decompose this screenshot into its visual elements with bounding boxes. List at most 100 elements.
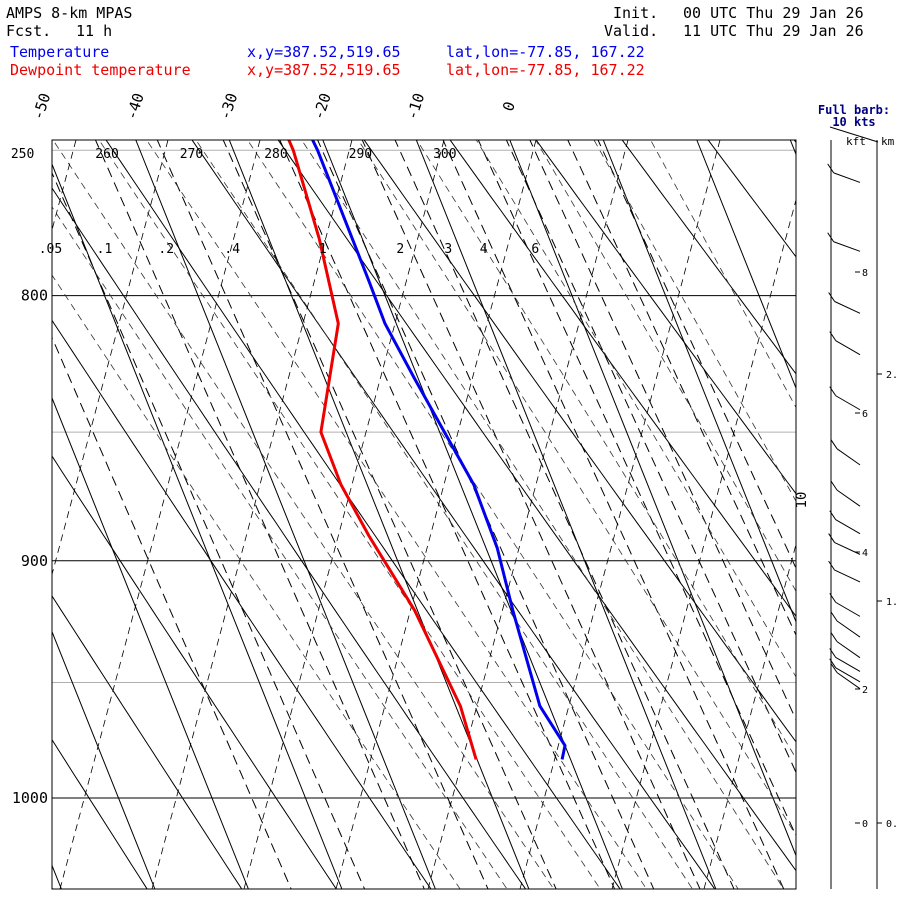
wind-barb-flag	[829, 386, 837, 397]
wind-barb-flag	[829, 658, 837, 669]
kft-tick-label: 6	[862, 409, 868, 420]
init-time: 00 UTC Thu 29 Jan 26	[683, 4, 864, 22]
isotherm-line	[884, 140, 900, 889]
mixing-ratio-line	[529, 140, 796, 721]
init-label: Init.	[613, 4, 659, 22]
moist-adiabat-line	[416, 140, 796, 760]
guide-line	[59, 140, 261, 889]
legend-temperature-xy: x,y=387.52,519.65	[247, 43, 401, 61]
mixing-ratio-label: 6	[531, 242, 539, 257]
isotherm-line	[602, 140, 796, 624]
dry-adiabat-line	[52, 887, 54, 889]
sounding-series	[287, 140, 567, 760]
guide-line	[335, 140, 537, 889]
guide-line	[795, 887, 796, 889]
isotherm-line	[322, 140, 623, 889]
wind-barb-shaft	[834, 542, 861, 555]
mixing-ratio-label: 1	[319, 242, 327, 257]
mixing-ratio-label: .05	[39, 242, 62, 257]
wind-barb-shaft	[836, 620, 861, 638]
moist-adiabat-line	[98, 140, 601, 889]
guide-line	[427, 140, 629, 889]
wind-barb-shaft	[835, 340, 861, 356]
isotherm-line	[415, 140, 717, 889]
dewpoint-profile-line	[287, 140, 478, 760]
guide-line	[703, 542, 796, 889]
theta-label: 260	[95, 147, 118, 162]
theta-label: 270	[180, 147, 203, 162]
isotherm-line	[696, 140, 796, 390]
barb-title-line2: 10 kts	[832, 115, 875, 129]
guide-line	[151, 140, 353, 889]
mixing-ratio-line	[477, 140, 796, 837]
wind-barb-flag	[830, 480, 838, 491]
legend-dewpoint-xy: x,y=387.52,519.65	[247, 61, 401, 79]
wind-barb-shaft	[835, 601, 861, 617]
wind-barb-panel: Full barb: 10 kts kft km 8 6 4 2 0 2. 1. 0.	[818, 103, 898, 889]
km-axis-label: km	[881, 135, 895, 148]
mixing-ratio-label: 3	[444, 242, 452, 257]
dry-adiabat-line	[277, 140, 796, 872]
wind-barb-shaft	[834, 569, 861, 583]
moist-adiabat-line	[357, 140, 796, 837]
wind-barb-shaft	[836, 448, 861, 466]
pressure-tick-label: 1000	[12, 789, 48, 807]
wind-barb-flag	[830, 632, 838, 642]
theta-label: 290	[349, 147, 372, 162]
legend-dewpoint-label: Dewpoint temperature	[10, 61, 191, 79]
dry-adiabat-line	[191, 140, 716, 889]
wind-barb-flag	[828, 533, 836, 543]
moist-adiabat-line	[593, 140, 796, 503]
model-title: AMPS 8-km MPAS	[6, 4, 133, 22]
mixing-ratio-line	[52, 171, 366, 889]
moist-adiabat-line	[52, 274, 461, 889]
mixing-ratio-line	[505, 140, 796, 774]
plot-frame	[51, 139, 797, 890]
isotherm-line	[52, 162, 343, 889]
wind-barb-shaft	[836, 641, 861, 659]
moist-adiabat-line	[146, 140, 647, 889]
mixing-ratio-line	[156, 140, 489, 889]
km-tick-label: 0.	[886, 819, 898, 830]
isotherm-line	[509, 140, 796, 857]
barb-example-shaft	[829, 126, 879, 143]
theta-label: 280	[264, 147, 287, 162]
forecast-label: Fcst.	[6, 22, 52, 40]
wind-barb-flag	[830, 663, 838, 673]
dry-adiabat-line	[52, 187, 527, 889]
moist-adiabat-line	[52, 206, 508, 889]
moist-adiabat-line	[195, 140, 693, 889]
dry-adiabat-line	[621, 140, 796, 375]
kft-tick-label: 4	[862, 548, 868, 559]
moist-adiabat-line	[301, 140, 785, 889]
wind-barb-shaft	[833, 241, 861, 252]
guide-line	[611, 198, 796, 889]
dry-adiabat-line	[363, 140, 796, 743]
mixing-ratio-line	[361, 140, 701, 889]
guide-line	[519, 140, 721, 889]
wind-barb-shaft	[836, 489, 861, 507]
mixing-ratio-label: .1	[97, 242, 113, 257]
moist-adiabat-line	[247, 140, 739, 889]
isotherm-label: -10	[403, 91, 428, 122]
mixing-ratio-line	[394, 140, 735, 889]
theta-label: 300	[433, 147, 456, 162]
kft-tick-label: 2	[862, 685, 868, 696]
barb-title-line1: Full barb:	[818, 103, 890, 117]
legend-temperature-label: Temperature	[10, 43, 110, 61]
mixing-ratio-line	[597, 140, 796, 570]
wind-barb-flag	[828, 560, 836, 571]
isotherm-label: 0	[499, 99, 519, 113]
guide-line	[888, 140, 900, 889]
wind-barb-flag	[830, 439, 838, 450]
isotherm-line	[52, 630, 156, 889]
wind-barb-shaft	[835, 395, 861, 411]
wind-barb-flag	[829, 510, 837, 521]
mixing-ratio-line	[52, 336, 292, 889]
mixing-ratio-label: 4	[480, 242, 488, 257]
temperature-profile-line	[310, 140, 567, 760]
moist-adiabat-line	[52, 140, 555, 889]
dry-adiabat-line	[52, 738, 148, 889]
legend-dewpoint-latlon: lat,lon=-77.85, 167.22	[446, 61, 645, 79]
